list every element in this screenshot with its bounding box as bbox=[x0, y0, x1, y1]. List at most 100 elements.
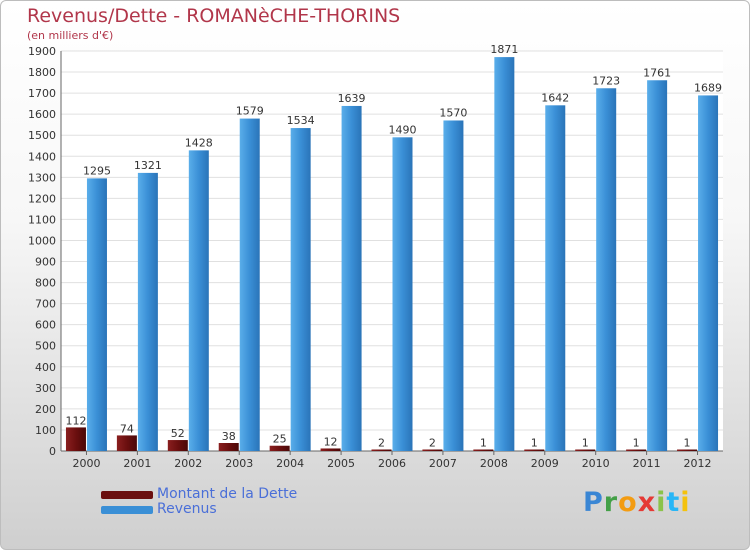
brand-letter: o bbox=[618, 487, 638, 518]
data-label-revenus: 1642 bbox=[541, 91, 569, 104]
data-label-dette: 1 bbox=[582, 437, 589, 450]
bar-dette bbox=[371, 449, 392, 451]
bar-revenus bbox=[698, 95, 719, 451]
y-tick-label: 500 bbox=[35, 340, 56, 353]
bar-revenus bbox=[341, 105, 362, 452]
bar-dette bbox=[218, 443, 239, 451]
data-label-revenus: 1871 bbox=[490, 43, 518, 56]
data-label-dette: 52 bbox=[171, 427, 185, 440]
legend: Montant de la Dette Revenus bbox=[101, 487, 297, 517]
bar-revenus bbox=[239, 118, 260, 451]
chart-subtitle: (en milliers d'€) bbox=[27, 29, 114, 42]
y-tick-label: 200 bbox=[35, 403, 56, 416]
x-tick-label: 2012 bbox=[684, 457, 712, 470]
bar-dette bbox=[473, 449, 494, 451]
bar-dette bbox=[320, 448, 341, 451]
brand-letter: P bbox=[583, 487, 604, 518]
data-label-revenus: 1534 bbox=[287, 114, 315, 127]
chart-title: Revenus/Dette - ROMANèCHE-THORINS bbox=[27, 5, 401, 27]
data-label-dette: 74 bbox=[120, 422, 134, 435]
bar-revenus bbox=[443, 120, 464, 451]
x-tick-label: 2011 bbox=[633, 457, 661, 470]
data-label-revenus: 1639 bbox=[338, 92, 366, 105]
bar-revenus bbox=[188, 150, 209, 452]
brand-letter: x bbox=[637, 487, 657, 518]
data-label-dette: 2 bbox=[429, 437, 436, 450]
bar-revenus bbox=[392, 137, 413, 451]
bar-revenus bbox=[494, 57, 515, 452]
bar-dette bbox=[422, 449, 443, 451]
bar-dette bbox=[269, 445, 290, 451]
y-tick-label: 900 bbox=[35, 256, 56, 269]
x-tick-label: 2006 bbox=[378, 457, 406, 470]
brand-logo: Proxiti bbox=[583, 487, 691, 518]
bar-revenus bbox=[86, 178, 107, 452]
brand-letter: i bbox=[680, 487, 691, 518]
y-tick-label: 400 bbox=[35, 361, 56, 374]
data-label-dette: 1 bbox=[684, 437, 691, 450]
y-tick-label: 1100 bbox=[28, 213, 56, 226]
y-tick-label: 300 bbox=[35, 382, 56, 395]
data-label-revenus: 1570 bbox=[439, 106, 467, 119]
x-tick-label: 2001 bbox=[123, 457, 151, 470]
x-tick-label: 2008 bbox=[480, 457, 508, 470]
x-tick-label: 2010 bbox=[582, 457, 610, 470]
legend-label-revenus: Revenus bbox=[157, 501, 217, 517]
x-tick-label: 2005 bbox=[327, 457, 355, 470]
x-tick-label: 2004 bbox=[276, 457, 304, 470]
data-label-revenus: 1295 bbox=[83, 164, 111, 177]
bar-dette bbox=[524, 449, 545, 451]
x-tick-label: 2007 bbox=[429, 457, 457, 470]
data-label-dette: 12 bbox=[324, 435, 338, 448]
x-tick-label: 2009 bbox=[531, 457, 559, 470]
brand-letter: t bbox=[666, 487, 681, 518]
data-label-dette: 1 bbox=[531, 437, 538, 450]
data-label-revenus: 1428 bbox=[185, 136, 213, 149]
legend-swatch-revenus bbox=[101, 505, 153, 514]
data-label-dette: 25 bbox=[273, 433, 287, 446]
y-tick-label: 1200 bbox=[28, 192, 56, 205]
bar-revenus bbox=[596, 88, 617, 452]
y-tick-label: 1600 bbox=[28, 108, 56, 121]
bar-revenus bbox=[545, 105, 566, 451]
data-label-revenus: 1490 bbox=[389, 123, 417, 136]
y-tick-label: 1700 bbox=[28, 87, 56, 100]
data-label-revenus: 1321 bbox=[134, 159, 162, 172]
data-label-revenus: 1761 bbox=[643, 66, 671, 79]
legend-item-revenus: Revenus bbox=[101, 502, 297, 517]
y-tick-label: 1000 bbox=[28, 234, 56, 247]
y-tick-label: 1400 bbox=[28, 150, 56, 163]
plot-area bbox=[61, 51, 723, 451]
data-label-dette: 1 bbox=[633, 437, 640, 450]
bar-dette bbox=[167, 440, 188, 451]
bar-revenus bbox=[290, 128, 311, 451]
y-tick-label: 600 bbox=[35, 319, 56, 332]
x-tick-label: 2003 bbox=[225, 457, 253, 470]
x-tick-label: 2002 bbox=[174, 457, 202, 470]
y-tick-label: 1900 bbox=[28, 45, 56, 58]
data-label-dette: 1 bbox=[480, 437, 487, 450]
bar-dette bbox=[626, 449, 647, 451]
bar-dette bbox=[575, 449, 596, 451]
legend-label-dette: Montant de la Dette bbox=[157, 486, 298, 502]
data-label-revenus: 1579 bbox=[236, 105, 264, 118]
y-tick-label: 100 bbox=[35, 424, 56, 437]
brand-letter: i bbox=[656, 487, 667, 518]
y-tick-label: 1500 bbox=[28, 129, 56, 142]
bar-revenus bbox=[647, 80, 668, 452]
y-tick-label: 0 bbox=[49, 445, 56, 458]
data-label-revenus: 1689 bbox=[694, 81, 722, 94]
data-label-revenus: 1723 bbox=[592, 74, 620, 87]
legend-item-dette: Montant de la Dette bbox=[101, 487, 297, 502]
bar-dette bbox=[65, 427, 86, 451]
bar-dette bbox=[116, 435, 137, 451]
data-label-dette: 2 bbox=[378, 437, 385, 450]
y-tick-label: 700 bbox=[35, 298, 56, 311]
data-label-dette: 112 bbox=[65, 414, 86, 427]
y-tick-label: 800 bbox=[35, 277, 56, 290]
x-tick-label: 2000 bbox=[72, 457, 100, 470]
bar-dette bbox=[677, 449, 698, 451]
y-tick-label: 1300 bbox=[28, 171, 56, 184]
